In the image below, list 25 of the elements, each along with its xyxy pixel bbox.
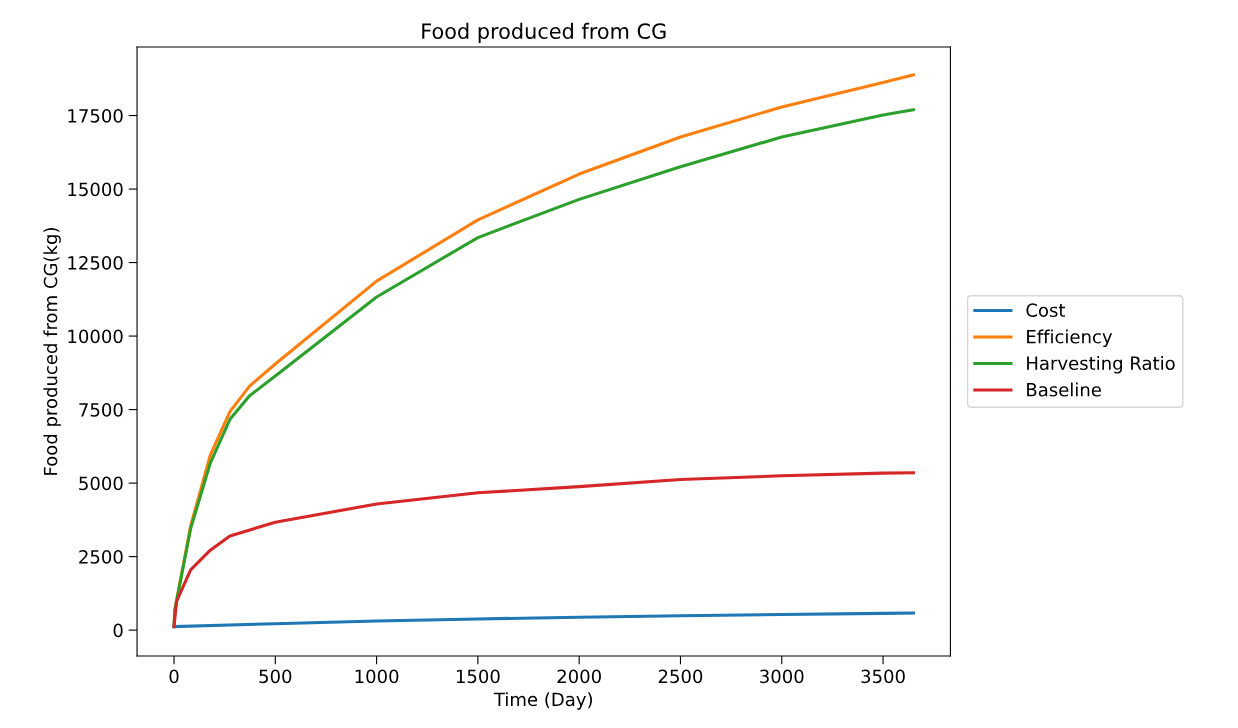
x-tick-label: 500 — [259, 669, 292, 684]
y-axis-title: Food produced from CG(kg) — [43, 228, 61, 475]
x-tick-label: 1000 — [355, 669, 399, 684]
legend-label: Cost — [1026, 303, 1066, 317]
y-tick-label: 7500 — [79, 403, 123, 417]
line-series — [172, 471, 915, 629]
x-tick-label: 2000 — [557, 669, 601, 684]
y-tick-label: 0 — [113, 623, 123, 638]
y-tick-label: 12500 — [68, 256, 123, 270]
x-tick-label: 3000 — [760, 669, 804, 684]
legend-label: Harvesting Ratio — [1027, 356, 1175, 374]
y-tick-label: 2500 — [79, 550, 123, 564]
line-series — [172, 611, 915, 629]
x-tick-label: 0 — [169, 669, 179, 684]
x-tick-label: 1500 — [456, 669, 500, 684]
y-tick-label: 17500 — [68, 109, 123, 123]
chart-title: Food produced from CG — [422, 22, 666, 44]
y-tick-label: 5000 — [79, 476, 123, 491]
x-tick-label: 3500 — [861, 669, 905, 684]
legend-label: Efficiency — [1027, 329, 1113, 347]
legend-label: Baseline — [1027, 382, 1101, 397]
x-tick-label: 2500 — [658, 669, 703, 684]
y-tick-label: 15000 — [68, 182, 123, 197]
x-axis-title: Time (Day) — [493, 692, 593, 710]
y-tick-label: 10000 — [68, 329, 123, 344]
